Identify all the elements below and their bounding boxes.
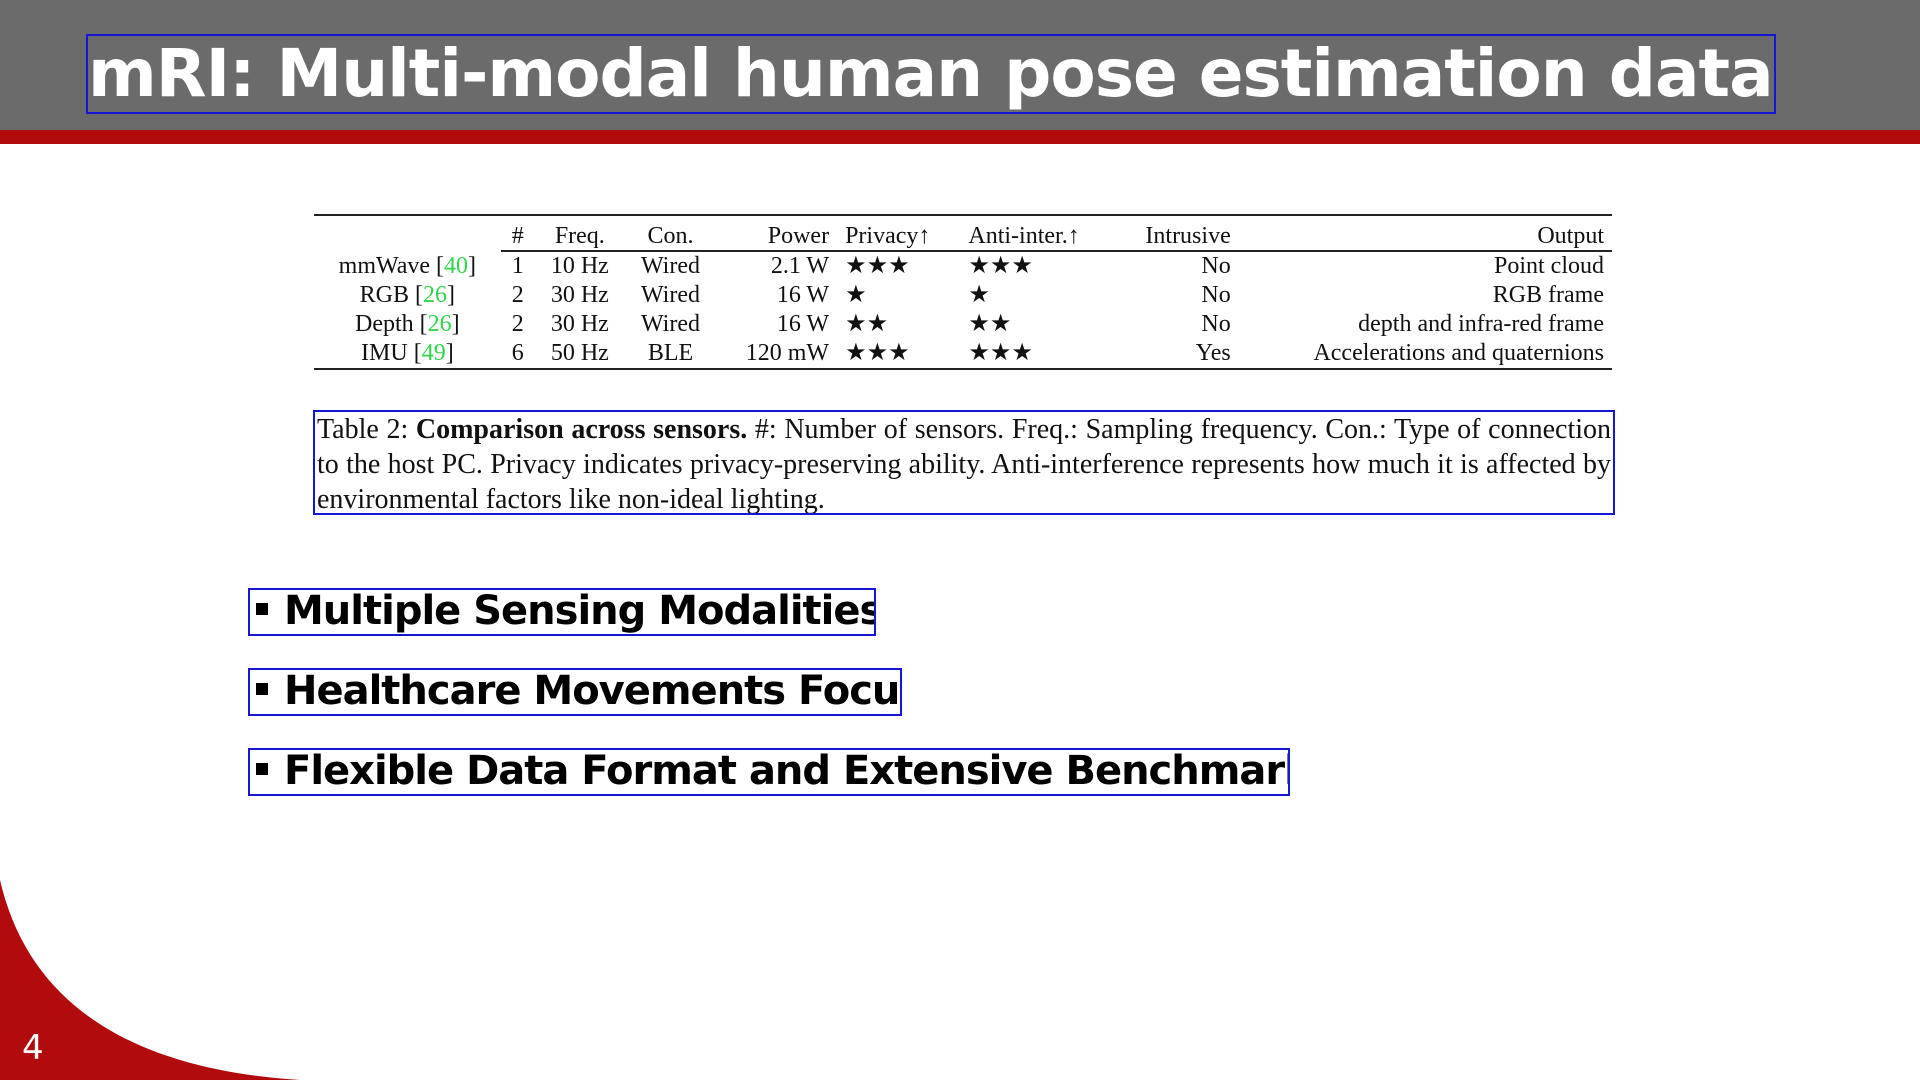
cell-anti-interference-stars: ★★★ <box>968 340 1033 366</box>
table-row: mmWave [40] 1 10 Hz Wired 2.1 W ★★★ ★★★ … <box>314 251 1612 281</box>
bullet-item-healthcare: Healthcare Movements Focus. <box>248 668 902 716</box>
corner-swoosh-decoration <box>0 880 300 1080</box>
cell-anti-interference-stars: ★ <box>968 282 990 308</box>
sensor-comparison-table: # Freq. Con. Power Privacy↑ Anti-inter.↑… <box>314 214 1612 370</box>
table-header-row: # Freq. Con. Power Privacy↑ Anti-inter.↑… <box>314 215 1612 252</box>
cell-sensor-name: IMU [49] <box>361 340 454 366</box>
cell-power: 120 mW <box>745 340 830 366</box>
cell-anti-interference-stars: ★★ <box>968 311 1012 337</box>
header-cell-freq: Freq. <box>534 215 625 252</box>
cell-count: 2 <box>511 311 524 337</box>
cell-privacy-stars: ★★★ <box>845 253 910 279</box>
caption-text: #: Number of sensors. Freq.: Sampling fr… <box>317 414 1612 515</box>
bullet-text: Healthcare Movements Focus. <box>284 668 902 714</box>
square-bullet-icon <box>256 683 268 695</box>
cell-privacy-stars: ★★★ <box>845 340 910 366</box>
cell-count: 6 <box>511 340 524 366</box>
citation-link[interactable]: 26 <box>423 282 448 308</box>
caption-bold-title: Comparison across sensors. <box>415 414 748 445</box>
cell-anti-interference-stars: ★★★ <box>968 253 1033 279</box>
cell-count: 2 <box>511 282 524 308</box>
cell-output: Accelerations and quaternions <box>1313 340 1604 366</box>
bullet-text: Flexible Data Format and Extensive Bench… <box>284 748 1290 794</box>
cell-freq: 10 Hz <box>550 253 609 279</box>
sensor-label: RGB <box>359 282 410 308</box>
cell-intrusive: Yes <box>1195 340 1231 366</box>
cell-freq: 30 Hz <box>550 311 609 337</box>
cell-output: RGB frame <box>1492 282 1604 308</box>
sensor-label: IMU <box>361 340 408 366</box>
cell-freq: 30 Hz <box>550 282 609 308</box>
cell-freq: 50 Hz <box>550 340 609 366</box>
cell-power: 2.1 W <box>770 253 830 279</box>
citation-link[interactable]: 26 <box>427 311 452 337</box>
cell-sensor-name: RGB [26] <box>359 282 456 308</box>
sensor-label: mmWave <box>338 252 431 279</box>
slide-header-bar <box>0 0 1920 130</box>
header-accent-stripe <box>0 130 1920 144</box>
header-cell-output: Output <box>1238 215 1612 252</box>
bullet-item-modalities: Multiple Sensing Modalities. <box>248 588 876 636</box>
citation-link[interactable]: 40 <box>444 252 469 279</box>
cell-privacy-stars: ★ <box>845 282 867 308</box>
header-cell-intrusive: Intrusive <box>1115 215 1239 252</box>
cell-output: Point cloud <box>1493 253 1604 279</box>
table-row: IMU [49] 6 50 Hz BLE 120 mW ★★★ ★★★ Yes … <box>314 339 1612 369</box>
header-cell-count: # <box>500 215 535 252</box>
table-row: RGB [26] 2 30 Hz Wired 16 W ★ ★ No RGB f… <box>314 281 1612 310</box>
cell-sensor-name: mmWave [40] <box>338 252 477 279</box>
header-cell-privacy: Privacy↑ <box>837 215 961 252</box>
page-number: 4 <box>22 1028 44 1068</box>
square-bullet-icon <box>256 603 268 615</box>
bullet-item-data-format: Flexible Data Format and Extensive Bench… <box>248 748 1290 796</box>
cell-connection: Wired <box>640 311 700 337</box>
cell-privacy-stars: ★★ <box>845 311 889 337</box>
cell-sensor-name: Depth [26] <box>355 311 460 337</box>
cell-count: 1 <box>511 253 524 279</box>
cell-power: 16 W <box>776 311 830 337</box>
cell-output: depth and infra-red frame <box>1358 311 1604 337</box>
citation-link[interactable]: 49 <box>421 340 446 366</box>
caption-label: Table 2: <box>317 414 409 445</box>
cell-connection: Wired <box>640 282 700 308</box>
cell-intrusive: No <box>1201 282 1231 308</box>
sensor-label: Depth <box>355 311 414 337</box>
header-cell-connection: Con. <box>624 215 717 252</box>
cell-intrusive: No <box>1201 253 1231 279</box>
slide-title: mRI: Multi-modal human pose estimation d… <box>86 34 1776 114</box>
table-caption: Table 2: Comparison across sensors. #: N… <box>313 410 1615 515</box>
cell-power: 16 W <box>776 282 830 308</box>
bullet-text: Multiple Sensing Modalities. <box>284 588 876 634</box>
cell-connection: BLE <box>647 340 694 366</box>
cell-connection: Wired <box>640 253 700 279</box>
cell-intrusive: No <box>1201 311 1231 337</box>
square-bullet-icon <box>256 763 268 775</box>
table-row: Depth [26] 2 30 Hz Wired 16 W ★★ ★★ No d… <box>314 310 1612 339</box>
header-cell-anti-interference: Anti-inter.↑ <box>960 215 1116 252</box>
header-cell-sensor <box>314 215 501 251</box>
header-cell-power: Power <box>716 215 838 252</box>
